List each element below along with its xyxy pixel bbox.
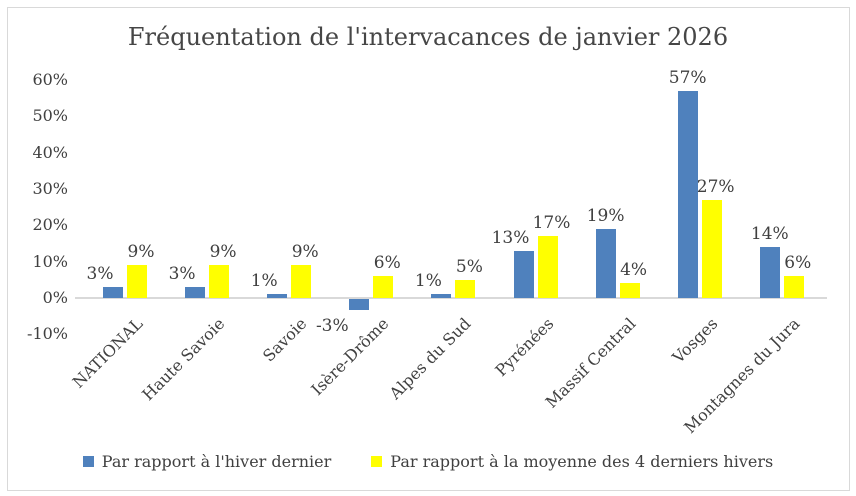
bar — [349, 299, 370, 310]
legend-item-hiver-dernier: Par rapport à l'hiver dernier — [82, 452, 332, 471]
bar-value-label: 6% — [784, 253, 812, 273]
legend-label: Par rapport à l'hiver dernier — [101, 452, 332, 471]
bar-value-label: 4% — [620, 260, 648, 280]
bar — [431, 294, 452, 298]
y-axis-tick-label: 30% — [32, 179, 68, 198]
bar-value-label: 9% — [209, 242, 237, 262]
bar-value-label: 1% — [414, 271, 442, 291]
bar-value-label: -3% — [315, 316, 349, 336]
bar-value-label: 5% — [455, 257, 483, 277]
bar — [677, 91, 698, 298]
bar-value-label: 3% — [168, 264, 196, 284]
y-axis-tick-label: 40% — [32, 142, 68, 162]
bar — [783, 276, 804, 298]
y-axis-tick-label: 0% — [42, 288, 68, 307]
bar-value-label: 9% — [127, 242, 155, 262]
legend-marker-yellow-icon — [371, 456, 383, 467]
bar — [513, 251, 534, 298]
bar — [291, 265, 312, 298]
bar — [759, 247, 780, 298]
bar — [127, 265, 147, 298]
bar-value-label: 3% — [86, 264, 114, 284]
chart-title: Fréquentation de l'intervacances de janv… — [127, 23, 729, 51]
y-axis-tick-label: 20% — [32, 215, 68, 235]
y-axis-tick-label: 60% — [32, 70, 68, 90]
bar — [595, 229, 616, 298]
bar — [619, 283, 640, 298]
bar — [373, 276, 394, 298]
legend: Par rapport à l'hiver dernier Par rappor… — [0, 452, 856, 471]
bar-value-label: 27% — [696, 177, 735, 197]
legend-marker-blue-icon — [82, 456, 94, 467]
bar-value-label: 9% — [291, 242, 319, 262]
bar — [537, 236, 558, 298]
bar — [455, 280, 476, 298]
bar — [103, 287, 123, 298]
bar-value-label: 13% — [491, 228, 530, 248]
legend-item-moyenne-4-hivers: Par rapport à la moyenne des 4 derniers … — [371, 452, 773, 471]
bar-value-label: 14% — [750, 224, 789, 244]
bar-value-label: 19% — [586, 206, 625, 226]
bar — [185, 287, 206, 298]
y-axis-tick-label: 10% — [32, 251, 68, 271]
bar-value-label: 17% — [532, 213, 571, 233]
x-axis-line — [75, 297, 827, 299]
legend-label: Par rapport à la moyenne des 4 derniers … — [390, 452, 774, 471]
bar — [267, 294, 288, 298]
y-axis-tick-label: -10% — [27, 324, 68, 344]
bar — [209, 265, 230, 298]
bar-value-label: 57% — [668, 68, 707, 88]
y-axis-tick-label: 50% — [32, 106, 68, 126]
bar — [701, 200, 722, 298]
bar-value-label: 1% — [250, 271, 278, 291]
bar-value-label: 6% — [373, 253, 401, 273]
